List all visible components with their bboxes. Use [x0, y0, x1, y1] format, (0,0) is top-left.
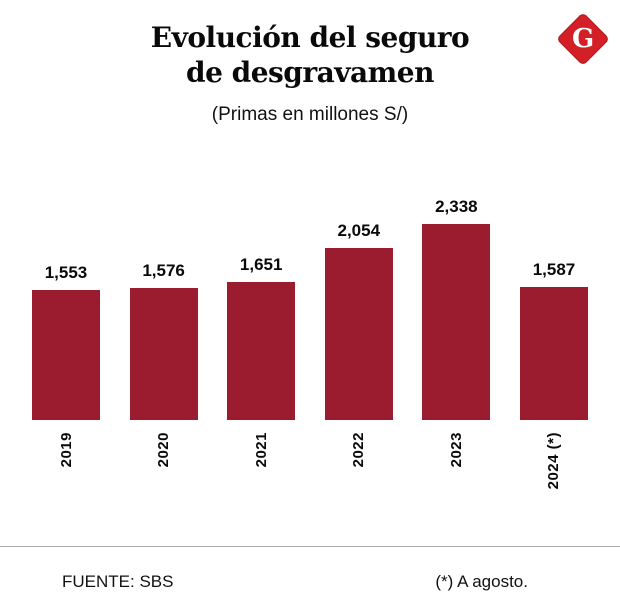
x-axis-label: 2020 [155, 432, 173, 468]
bar [324, 248, 393, 420]
bar-chart: 1,553 2019 1,576 2020 1,651 2021 2,054 2022 2,33… [32, 180, 588, 489]
bar-area: 1,587 [519, 180, 588, 420]
bar [519, 287, 588, 420]
bar-value-label: 1,553 [44, 263, 88, 282]
chart-column: 2,054 2022 [324, 180, 393, 489]
gestion-logo: G [556, 12, 610, 66]
bar [227, 282, 296, 420]
chart-column: 1,587 2024 (*) [519, 180, 588, 490]
chart-column: 2,338 2023 [422, 180, 491, 489]
bar-area: 2,338 [422, 180, 491, 420]
bar-value-label: 1,651 [239, 255, 283, 274]
bar-area: 1,576 [129, 180, 198, 420]
x-axis-label: 2021 [252, 432, 270, 468]
x-axis-label: 2022 [350, 432, 368, 468]
source-label: FUENTE: SBS [62, 571, 174, 591]
footnote-label: (*) A agosto. [435, 571, 528, 591]
x-axis-label: 2019 [57, 432, 75, 468]
chart-title: Evolución del seguro de desgravamen [150, 21, 470, 89]
bar-value-label: 1,576 [142, 261, 185, 280]
bar-area: 1,651 [227, 180, 296, 420]
bar [129, 288, 198, 420]
bar-area: 1,553 [32, 180, 100, 420]
bar-value-label: 2,338 [435, 197, 478, 216]
chart-column: 1,651 2021 [227, 180, 296, 489]
bar [422, 224, 491, 420]
bar-value-label: 2,054 [337, 221, 381, 240]
chart-subtitle: (Primas en millones S/) [211, 104, 409, 125]
x-axis-label: 2024 (*) [545, 432, 563, 490]
bar-value-label: 1,587 [532, 260, 576, 279]
footer: FUENTE: SBS (*) A agosto. [0, 546, 620, 616]
logo-letter: G [571, 24, 595, 54]
bar-area: 2,054 [324, 180, 393, 420]
bar [32, 290, 100, 420]
x-axis-label: 2023 [447, 432, 465, 468]
chart-column: 1,576 2020 [129, 180, 198, 489]
chart-column: 1,553 2019 [32, 180, 100, 489]
